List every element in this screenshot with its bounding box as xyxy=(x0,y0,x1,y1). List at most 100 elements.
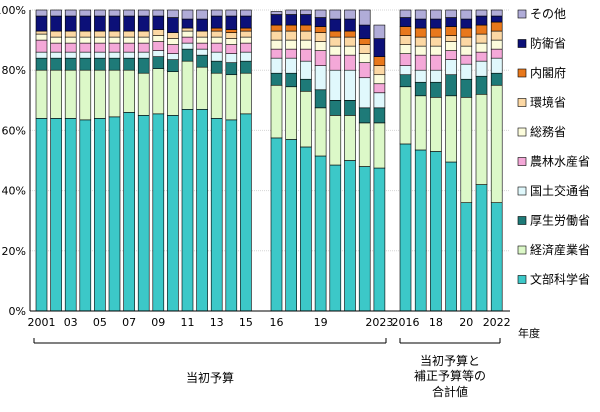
bar-segment xyxy=(358,77,371,109)
bar-segment xyxy=(490,84,503,203)
bar-stack xyxy=(64,9,77,312)
bar-segment xyxy=(152,35,165,42)
bar-segment xyxy=(123,57,135,71)
bar-stack xyxy=(475,9,488,312)
legend-label: 環境省 xyxy=(530,95,566,110)
bar-segment xyxy=(210,42,223,53)
bar-stack xyxy=(108,9,121,312)
bar-segment xyxy=(314,50,327,66)
bar-stack xyxy=(94,9,106,312)
bar-segment xyxy=(79,69,92,121)
legend-item: 文部科学省 xyxy=(517,272,590,287)
bar-segment xyxy=(152,113,165,312)
bar-segment xyxy=(152,68,165,115)
bar-stack xyxy=(490,9,503,312)
bar-segment xyxy=(167,59,179,73)
bar-segment xyxy=(108,116,121,312)
legend-item: その他 xyxy=(517,7,566,21)
bar-segment xyxy=(270,72,283,86)
x-tick-label: 15 xyxy=(239,316,253,329)
bar-segment xyxy=(399,17,412,27)
bar-segment xyxy=(225,53,238,63)
bar-segment xyxy=(475,33,488,44)
bar-segment xyxy=(270,137,283,312)
bar-segment xyxy=(196,9,208,20)
bar-segment xyxy=(94,118,106,312)
legend-swatch xyxy=(517,216,527,225)
bar-segment xyxy=(460,27,473,38)
bar-segment xyxy=(270,39,283,50)
bar-segment xyxy=(300,24,312,32)
bar-segment xyxy=(460,78,473,98)
bar-segment xyxy=(225,119,238,312)
bar-segment xyxy=(94,15,106,32)
group-label: 補正予算等の xyxy=(414,368,486,383)
bar-stack xyxy=(270,11,283,312)
bar-segment xyxy=(240,72,252,115)
bar-segment xyxy=(414,45,427,56)
bar-stack xyxy=(167,9,179,312)
bar-segment xyxy=(373,122,386,169)
bar-segment xyxy=(240,60,252,74)
bar-segment xyxy=(50,51,62,59)
bar-segment xyxy=(399,26,412,36)
bar-segment xyxy=(344,36,356,47)
legend-label: 国土交通省 xyxy=(530,183,590,198)
bar-segment xyxy=(445,9,457,18)
x-tick-label: 03 xyxy=(64,316,78,329)
bar-segment xyxy=(50,118,62,312)
bar-segment xyxy=(64,57,77,71)
legend-label: 農林水産省 xyxy=(530,154,590,169)
bar-segment xyxy=(314,32,327,42)
bar-segment xyxy=(445,35,457,42)
bar-segment xyxy=(137,36,150,44)
bar-segment xyxy=(137,9,150,17)
bar-stack xyxy=(329,9,342,312)
bar-segment xyxy=(240,30,252,38)
bar-segment xyxy=(373,74,386,85)
bar-segment xyxy=(137,72,150,116)
bar-segment xyxy=(240,36,252,44)
bar-segment xyxy=(430,18,442,29)
bar-segment xyxy=(123,69,135,113)
legend-swatch xyxy=(517,127,527,137)
bar-segment xyxy=(358,44,371,54)
bar-segment xyxy=(329,18,342,32)
bar-segment xyxy=(414,54,427,71)
bar-segment xyxy=(329,30,342,38)
x-tick-label: 16 xyxy=(270,316,284,329)
bar-stack xyxy=(240,9,252,312)
legend-item: 内閣府 xyxy=(517,65,566,80)
bar-segment xyxy=(344,69,356,101)
bar-segment xyxy=(373,83,386,94)
bar-segment xyxy=(108,69,121,118)
bar-segment xyxy=(475,184,488,312)
bar-segment xyxy=(108,9,121,17)
bar-stack xyxy=(358,9,371,312)
bar-segment xyxy=(167,32,179,39)
bar-stack xyxy=(344,9,356,312)
legend-swatch xyxy=(517,39,527,48)
bar-segment xyxy=(137,42,150,53)
bar-segment xyxy=(123,42,135,53)
x-tick-label: 2023 xyxy=(365,316,393,329)
bar-segment xyxy=(344,45,356,56)
bar-segment xyxy=(344,100,356,116)
bar-segment xyxy=(445,59,457,76)
bar-segment xyxy=(399,9,412,18)
bar-segment xyxy=(475,75,488,95)
bar-segment xyxy=(490,72,503,86)
bar-segment xyxy=(460,202,473,312)
legend-label: 厚生労働省 xyxy=(530,214,590,228)
bar-segment xyxy=(225,29,238,33)
bar-segment xyxy=(344,54,356,71)
bar-segment xyxy=(373,107,386,124)
bar-segment xyxy=(490,15,503,23)
bar-segment xyxy=(285,14,298,26)
bar-segment xyxy=(210,30,223,38)
bar-segment xyxy=(358,24,371,39)
bar-segment xyxy=(300,78,312,92)
bar-segment xyxy=(399,143,412,312)
